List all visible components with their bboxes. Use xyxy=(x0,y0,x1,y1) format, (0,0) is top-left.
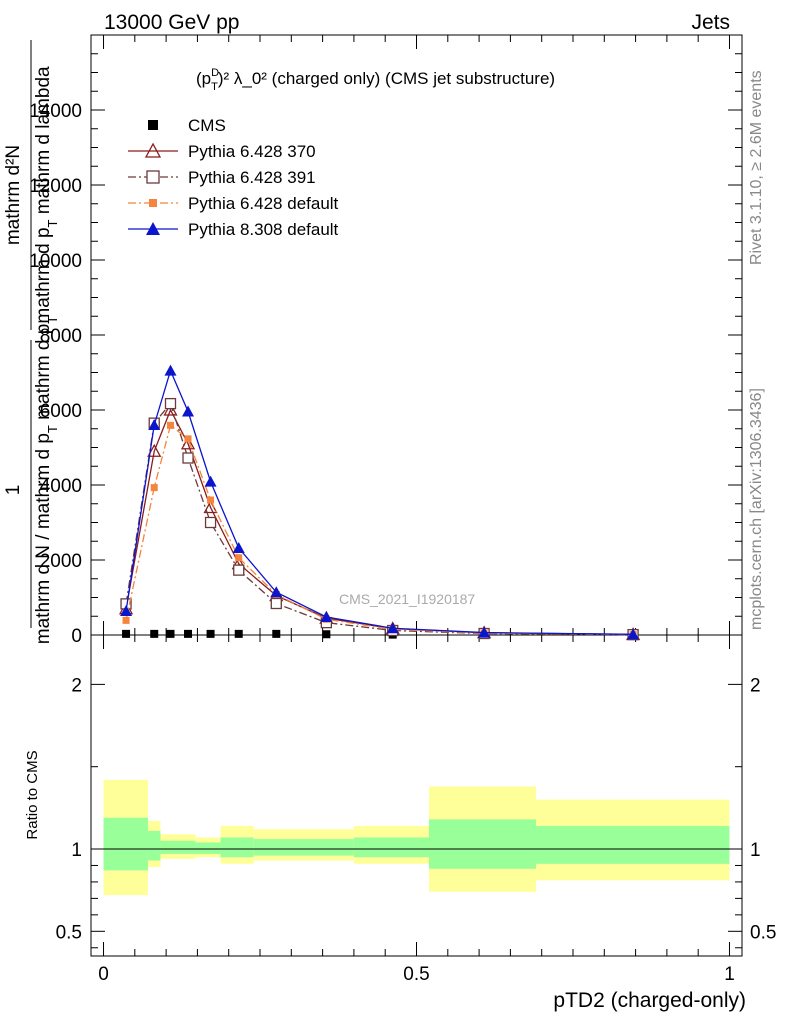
data-point-cms xyxy=(184,629,193,638)
x-tick-label: 0 xyxy=(98,964,109,985)
data-point-p6_def xyxy=(207,496,215,504)
y-tick-label: 6000 xyxy=(40,401,82,422)
data-point-p6_391 xyxy=(204,516,217,529)
legend-marker xyxy=(149,199,157,207)
mcplots-label: mcplots.cern.ch [arXiv:1306.3436] xyxy=(748,388,765,630)
legend-label: Pythia 6.428 default xyxy=(188,194,339,213)
ratio-y-tick-label-right: 1 xyxy=(750,840,761,861)
y-tick-label: 8000 xyxy=(40,326,82,347)
ratio-band-inner xyxy=(160,840,196,854)
data-point-p6_def xyxy=(122,616,130,624)
ratio-band-inner xyxy=(220,837,254,858)
category-label: Jets xyxy=(691,11,730,34)
data-point-p6_370 xyxy=(180,436,196,450)
ratio-ylabel: Ratio to CMS xyxy=(24,750,41,839)
data-point-p6_391 xyxy=(164,397,177,410)
data-point-cms xyxy=(272,629,281,638)
data-point-p6_def xyxy=(150,484,158,492)
plot-title: (pD T)² λ_0² (charged only) (CMS jet subs… xyxy=(196,67,555,93)
ratio-y-tick-label: 0.5 xyxy=(56,922,82,943)
legend-label: CMS xyxy=(188,116,226,135)
ratio-band-inner xyxy=(195,842,221,854)
data-point-cms xyxy=(166,629,175,638)
ratio-band-inner xyxy=(103,817,148,871)
ylabel-top-numerator: mathrm d²N xyxy=(3,145,24,245)
legend-label: Pythia 6.428 391 xyxy=(188,168,316,187)
ratio-band-inner xyxy=(536,825,730,864)
data-point-p6_391 xyxy=(182,452,194,464)
legend-marker xyxy=(148,120,158,130)
data-point-p8_def xyxy=(232,542,245,553)
series-layer xyxy=(118,364,641,641)
analysis-watermark: CMS_2021_I1920187 xyxy=(339,591,475,607)
data-point-cms xyxy=(234,629,243,638)
x-tick-label: 1 xyxy=(724,964,735,985)
y-tick-label: 2000 xyxy=(40,551,82,572)
data-point-p6_391 xyxy=(233,564,245,576)
ratio-band-inner xyxy=(253,839,354,856)
legend-marker xyxy=(146,222,160,235)
ratio-y-tick-label: 1 xyxy=(71,840,82,861)
data-point-p8_def xyxy=(270,586,283,598)
data-point-p6_def xyxy=(184,435,192,443)
x-axis-label: pTD2 (charged-only) xyxy=(553,989,746,1012)
ratio-plot-frame xyxy=(90,634,743,957)
ratio-band-inner xyxy=(147,830,161,861)
data-point-cms xyxy=(122,629,131,638)
y-tick-label: 14000 xyxy=(29,101,82,122)
data-point-p6_370 xyxy=(147,443,162,457)
y-tick-label: 10000 xyxy=(29,251,82,272)
legend-item-p6_def: Pythia 6.428 default xyxy=(128,194,339,213)
ylabel-one: 1 xyxy=(3,485,24,496)
main-ylabel: mathrm d²N mathrm d pT mathrm d lambda 1… xyxy=(3,40,60,644)
legend-item-cms: CMS xyxy=(148,116,226,135)
data-point-cms xyxy=(150,629,159,638)
legend-marker xyxy=(144,142,162,158)
ratio-axis-ticks: 0.5 0.5 1 1 2 2 xyxy=(56,675,776,949)
data-point-cms xyxy=(322,630,331,639)
data-point-p6_def xyxy=(235,554,243,562)
data-point-p6_370 xyxy=(163,402,178,416)
ratio-y-tick-label: 2 xyxy=(71,675,82,696)
legend-item-p6_391: Pythia 6.428 391 xyxy=(128,168,316,187)
rivet-label: Rivet 3.1.10, ≥ 2.6M events xyxy=(748,70,765,265)
data-point-p8_def xyxy=(320,611,333,622)
legend-item-p6_370: Pythia 6.428 370 xyxy=(128,142,316,161)
legend-label: Pythia 6.428 370 xyxy=(188,142,316,161)
legend-marker xyxy=(146,170,160,184)
main-axis-ticks: 0 2000 4000 6000 8000 10000 12000 14000 0 0.5 1 xyxy=(29,35,742,985)
energy-label: 13000 GeV pp xyxy=(104,11,239,34)
ratio-y-tick-label-right: 0.5 xyxy=(750,922,776,943)
y-tick-label: 12000 xyxy=(29,176,82,197)
ratio-bands xyxy=(103,779,730,896)
data-point-p8_def xyxy=(386,622,399,634)
data-point-p8_def xyxy=(204,475,217,487)
data-point-p8_def xyxy=(478,626,491,638)
legend-label: Pythia 8.308 default xyxy=(188,220,339,239)
data-point-p6_def xyxy=(166,421,174,429)
data-point-p8_def xyxy=(627,628,640,640)
y-tick-label: 4000 xyxy=(40,476,82,497)
x-tick-label: 0.5 xyxy=(403,964,429,985)
legend-item-p8_def: Pythia 8.308 default xyxy=(128,220,339,239)
legend: CMS Pythia 6.428 370 Pythia 6.428 391 Pythi… xyxy=(128,116,339,239)
data-point-p6_391 xyxy=(270,597,282,610)
series-p8_def xyxy=(120,364,640,640)
data-point-p8_def xyxy=(148,419,161,430)
ratio-band-inner xyxy=(429,819,537,869)
ratio-y-tick-label-right: 2 xyxy=(750,675,761,696)
data-point-cms xyxy=(206,629,215,638)
series-line-p6_def xyxy=(125,424,634,636)
ylabel-bottom: mathrm d N / mathrm d pT mathrm d pT xyxy=(33,316,60,645)
ratio-band-inner xyxy=(353,837,430,858)
ylabel-top-denominator: mathrm d pT mathrm d lambda xyxy=(33,66,60,324)
y-tick-label: 0 xyxy=(71,626,82,647)
data-point-p8_def xyxy=(120,605,133,616)
data-point-p8_def xyxy=(164,364,177,376)
data-point-p8_def xyxy=(182,405,195,417)
